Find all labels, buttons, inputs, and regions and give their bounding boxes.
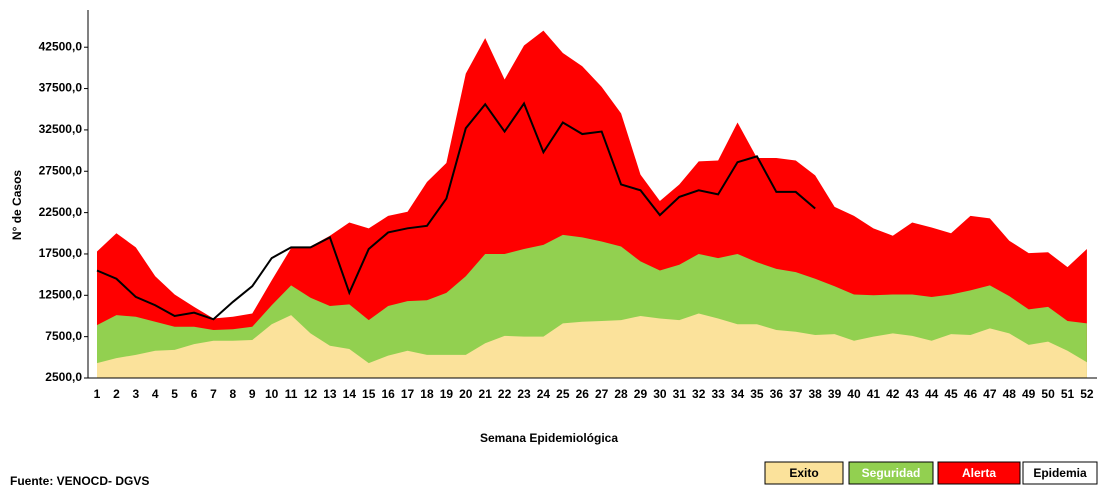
x-tick-label: 14 bbox=[343, 387, 357, 401]
y-tick-label: 32500,0 bbox=[39, 122, 83, 136]
x-tick-label: 8 bbox=[230, 387, 237, 401]
x-tick-label: 37 bbox=[789, 387, 803, 401]
x-tick-label: 12 bbox=[304, 387, 318, 401]
x-tick-label: 35 bbox=[750, 387, 764, 401]
x-tick-label: 21 bbox=[479, 387, 493, 401]
x-tick-label: 28 bbox=[614, 387, 628, 401]
legend-swatch bbox=[764, 461, 844, 485]
y-tick-label: 22500,0 bbox=[39, 205, 83, 219]
legend-label: Alerta bbox=[962, 466, 996, 480]
area bbox=[97, 313, 1087, 378]
x-tick-label: 41 bbox=[867, 387, 881, 401]
x-tick-label: 16 bbox=[381, 387, 395, 401]
x-tick-label: 4 bbox=[152, 387, 159, 401]
x-tick-label: 40 bbox=[847, 387, 861, 401]
x-tick-label: 46 bbox=[964, 387, 978, 401]
x-tick-label: 34 bbox=[731, 387, 745, 401]
x-tick-label: 11 bbox=[285, 387, 298, 401]
x-tick-label: 23 bbox=[517, 387, 531, 401]
x-tick-label: 27 bbox=[595, 387, 609, 401]
x-tick-label: 1 bbox=[94, 387, 101, 401]
x-tick-label: 7 bbox=[210, 387, 217, 401]
legend-swatch bbox=[848, 461, 934, 485]
x-tick-label: 3 bbox=[132, 387, 139, 401]
y-tick-label: 37500,0 bbox=[39, 81, 83, 95]
x-tick-label: 29 bbox=[634, 387, 648, 401]
legend-label: Seguridad bbox=[862, 466, 921, 480]
x-tick-label: 38 bbox=[808, 387, 822, 401]
x-tick-label: 2 bbox=[113, 387, 120, 401]
x-tick-label: 18 bbox=[420, 387, 434, 401]
y-axis-label: N° de Casos bbox=[10, 170, 24, 240]
x-tick-label: 52 bbox=[1080, 387, 1094, 401]
x-tick-label: 42 bbox=[886, 387, 900, 401]
x-tick-label: 13 bbox=[323, 387, 337, 401]
x-tick-label: 33 bbox=[711, 387, 725, 401]
x-tick-label: 39 bbox=[828, 387, 842, 401]
x-tick-label: 17 bbox=[401, 387, 415, 401]
x-tick-label: 5 bbox=[171, 387, 178, 401]
legend-swatch bbox=[1022, 461, 1098, 485]
y-tick-label: 2500,0 bbox=[45, 370, 82, 384]
legend-swatch bbox=[937, 461, 1021, 485]
x-tick-label: 26 bbox=[576, 387, 590, 401]
x-tick-label: 19 bbox=[440, 387, 454, 401]
source-note: Fuente: VENOCD- DGVS bbox=[10, 474, 149, 485]
legend-label: Exito bbox=[789, 466, 818, 480]
y-tick-label: 7500,0 bbox=[45, 329, 82, 343]
x-tick-label: 43 bbox=[906, 387, 920, 401]
x-tick-label: 15 bbox=[362, 387, 376, 401]
x-tick-label: 30 bbox=[653, 387, 667, 401]
x-tick-label: 48 bbox=[1003, 387, 1017, 401]
x-tick-label: 51 bbox=[1061, 387, 1075, 401]
x-tick-label: 36 bbox=[770, 387, 784, 401]
x-tick-label: 9 bbox=[249, 387, 256, 401]
x-tick-label: 45 bbox=[944, 387, 958, 401]
x-tick-label: 31 bbox=[673, 387, 687, 401]
y-tick-label: 42500,0 bbox=[39, 39, 83, 53]
x-tick-label: 25 bbox=[556, 387, 570, 401]
x-tick-label: 50 bbox=[1041, 387, 1055, 401]
y-tick-label: 27500,0 bbox=[39, 163, 83, 177]
x-tick-label: 6 bbox=[191, 387, 198, 401]
line bbox=[96, 101, 816, 321]
legend-label: Epidemia bbox=[1033, 466, 1087, 480]
x-tick-label: 49 bbox=[1022, 387, 1036, 401]
x-tick-label: 10 bbox=[265, 387, 279, 401]
x-tick-label: 47 bbox=[983, 387, 997, 401]
x-tick-label: 22 bbox=[498, 387, 512, 401]
x-axis-label: Semana Epidemiológica bbox=[480, 431, 618, 445]
x-tick-label: 20 bbox=[459, 387, 473, 401]
x-tick-label: 24 bbox=[537, 387, 551, 401]
x-tick-label: 44 bbox=[925, 387, 939, 401]
y-tick-label: 17500,0 bbox=[39, 246, 83, 260]
x-tick-label: 32 bbox=[692, 387, 706, 401]
y-tick-label: 12500,0 bbox=[39, 287, 83, 301]
